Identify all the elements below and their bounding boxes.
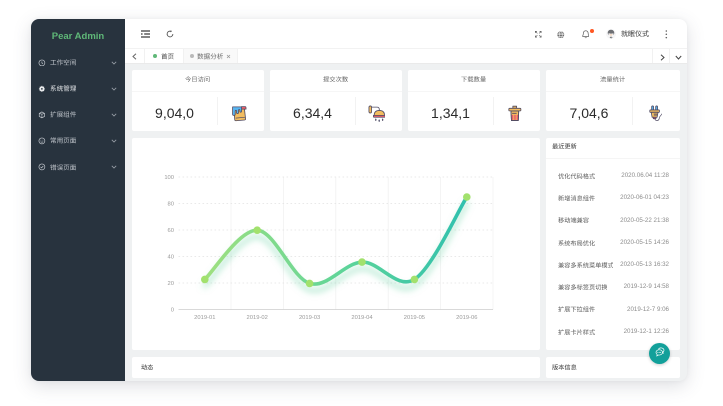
svg-text:2019-05: 2019-05 — [404, 315, 425, 321]
svg-text:2019-06: 2019-06 — [456, 315, 477, 321]
svg-text:80: 80 — [168, 202, 174, 208]
svg-text:2019-02: 2019-02 — [247, 315, 268, 321]
svg-text:100: 100 — [164, 175, 174, 181]
svg-text:60: 60 — [168, 228, 174, 234]
svg-text:20: 20 — [168, 281, 174, 287]
svg-text:0: 0 — [171, 308, 174, 314]
svg-text:2019-04: 2019-04 — [351, 315, 373, 321]
svg-text:2019-03: 2019-03 — [299, 315, 320, 321]
svg-text:40: 40 — [168, 255, 174, 261]
svg-text:2019-01: 2019-01 — [194, 315, 215, 321]
